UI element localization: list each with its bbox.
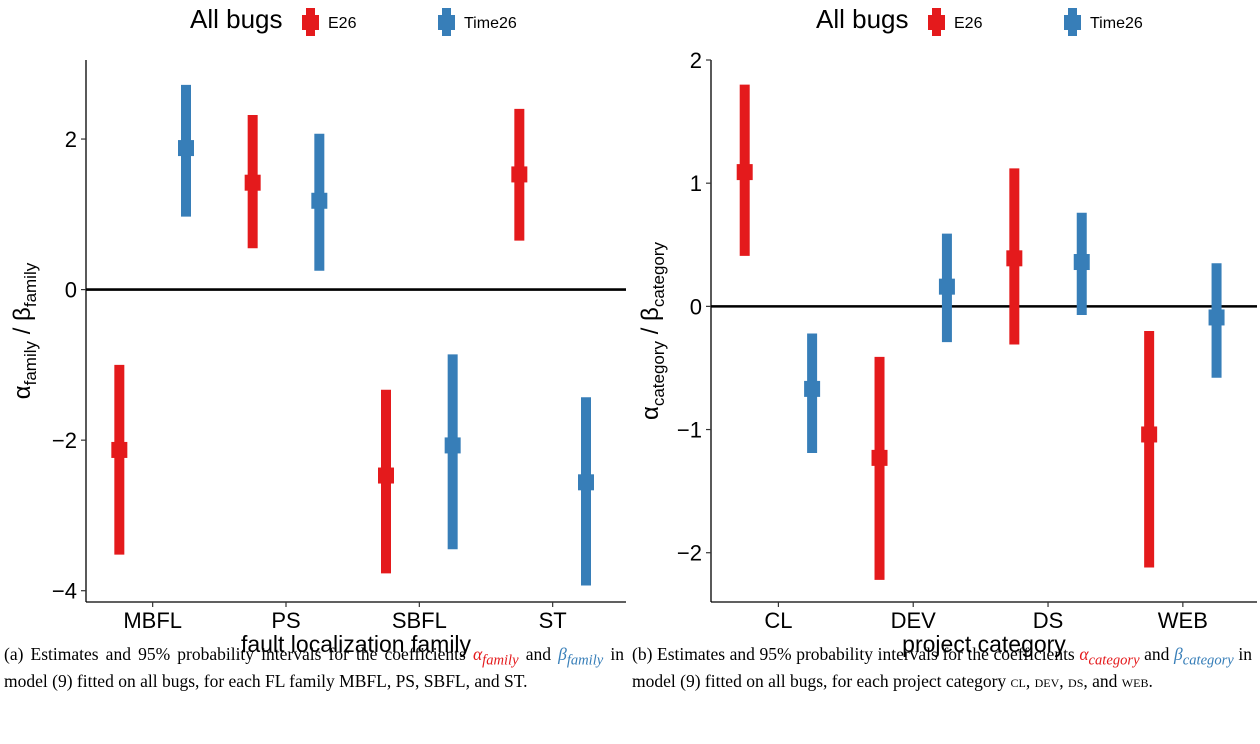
alpha-symbol: αcategory bbox=[1079, 644, 1140, 669]
error-bar bbox=[578, 397, 594, 586]
panel-b: All bugs E26 Time26 −2 −1 0 1 2 CL DEV DS WEB projec… bbox=[630, 0, 1260, 744]
estimate-point bbox=[938, 278, 955, 295]
error-bar bbox=[511, 108, 528, 241]
y-tick-label: −2 bbox=[52, 428, 77, 453]
svg-text:E26: E26 bbox=[328, 15, 357, 32]
x-tick-label: DEV bbox=[891, 608, 937, 633]
x-tick-label: ST bbox=[539, 608, 567, 633]
x-axis-title: fault localization family bbox=[241, 631, 472, 657]
category-web: web bbox=[1121, 670, 1149, 691]
error-bar bbox=[111, 364, 128, 555]
caption-a: (a) Estimates and 95% probability interv… bbox=[4, 644, 624, 691]
error-bar bbox=[178, 84, 194, 217]
x-tick-label: WEB bbox=[1158, 608, 1208, 633]
y-axis-title: αfamily / βfamily bbox=[9, 262, 40, 399]
error-bar bbox=[444, 354, 461, 550]
caption-text: . bbox=[1148, 670, 1153, 691]
estimate-point bbox=[578, 474, 594, 491]
svg-text:Time26: Time26 bbox=[1090, 15, 1143, 32]
caption-b: (b) Estimates and 95% probability interv… bbox=[632, 644, 1252, 691]
error-bar bbox=[1073, 212, 1090, 315]
caption-text: and bbox=[518, 644, 559, 664]
error-bar bbox=[736, 84, 753, 256]
x-tick-label: SBFL bbox=[392, 608, 447, 633]
estimate-point bbox=[511, 166, 528, 183]
estimate-point bbox=[804, 380, 821, 397]
error-bar bbox=[871, 356, 888, 580]
y-tick-label: 2 bbox=[690, 48, 702, 73]
svg-text:E26: E26 bbox=[954, 15, 983, 32]
y-tick-label: 0 bbox=[65, 278, 77, 303]
caption-text: (b) Estimates and 95% probability interv… bbox=[632, 644, 1080, 664]
estimate-point bbox=[736, 164, 753, 181]
beta-symbol: βcategory bbox=[1174, 644, 1234, 669]
legend-key bbox=[438, 15, 455, 30]
panel-a: All bugs E26 Time26 −4 −2 0 2 MBFL PS SBFL ST fault… bbox=[4, 4, 626, 691]
category-list: cl, dev, ds bbox=[1010, 670, 1084, 691]
caption-text: (a) Estimates and 95% probability interv… bbox=[4, 644, 473, 664]
legend-title: All bugs bbox=[816, 4, 909, 34]
estimate-point bbox=[1006, 250, 1023, 267]
alpha-symbol: αfamily bbox=[472, 644, 519, 669]
estimate-point bbox=[1208, 309, 1225, 326]
estimate-point bbox=[311, 192, 328, 209]
estimate-point bbox=[111, 441, 128, 458]
error-bar bbox=[804, 333, 821, 453]
caption-text: in model (9) fitted on all bugs, for eac… bbox=[632, 644, 1252, 691]
y-tick-label: −4 bbox=[52, 579, 77, 604]
estimate-point bbox=[378, 467, 394, 484]
svg-text:Time26: Time26 bbox=[464, 15, 517, 32]
estimate-point bbox=[444, 437, 461, 454]
legend-key bbox=[1064, 15, 1081, 30]
legend: All bugs E26 Time26 bbox=[816, 4, 1143, 36]
error-bar bbox=[378, 389, 394, 574]
caption-text: and bbox=[1139, 644, 1175, 664]
estimate-point bbox=[1073, 254, 1090, 271]
chart-family: All bugs E26 Time26 −4 −2 0 2 MBFL PS SBFL ST fault… bbox=[9, 4, 626, 657]
caption-text: in model (9) fitted on all bugs, for eac… bbox=[4, 644, 624, 691]
x-tick-label: DS bbox=[1033, 608, 1064, 633]
beta-symbol: βfamily bbox=[558, 644, 604, 669]
y-axis-title: αcategory / βcategory bbox=[637, 241, 668, 420]
legend-key bbox=[302, 15, 319, 30]
error-bar bbox=[1006, 168, 1023, 345]
y-tick-label: 0 bbox=[690, 294, 702, 319]
x-tick-label: MBFL bbox=[123, 608, 182, 633]
x-tick-label: PS bbox=[271, 608, 300, 633]
error-bar bbox=[1141, 331, 1158, 568]
error-bar bbox=[244, 114, 261, 249]
y-tick-label: −1 bbox=[677, 418, 702, 443]
y-tick-label: 1 bbox=[690, 171, 702, 196]
error-bar bbox=[1208, 263, 1225, 378]
x-axis-title: project category bbox=[902, 631, 1066, 657]
legend-title: All bugs bbox=[190, 4, 283, 34]
chart-category: All bugs E26 Time26 −2 −1 0 1 2 CL DEV DS WEB projec… bbox=[637, 4, 1257, 657]
caption-text: , and bbox=[1083, 670, 1122, 691]
error-bar bbox=[938, 233, 955, 343]
estimate-point bbox=[178, 140, 194, 157]
estimate-point bbox=[871, 449, 888, 466]
legend: All bugs E26 Time26 bbox=[190, 4, 517, 36]
y-tick-label: 2 bbox=[65, 127, 77, 152]
legend-key bbox=[928, 15, 945, 30]
error-bar bbox=[311, 133, 328, 271]
y-tick-label: −2 bbox=[677, 541, 702, 566]
estimate-point bbox=[244, 174, 261, 191]
x-tick-label: CL bbox=[764, 608, 792, 633]
estimate-point bbox=[1141, 426, 1158, 443]
